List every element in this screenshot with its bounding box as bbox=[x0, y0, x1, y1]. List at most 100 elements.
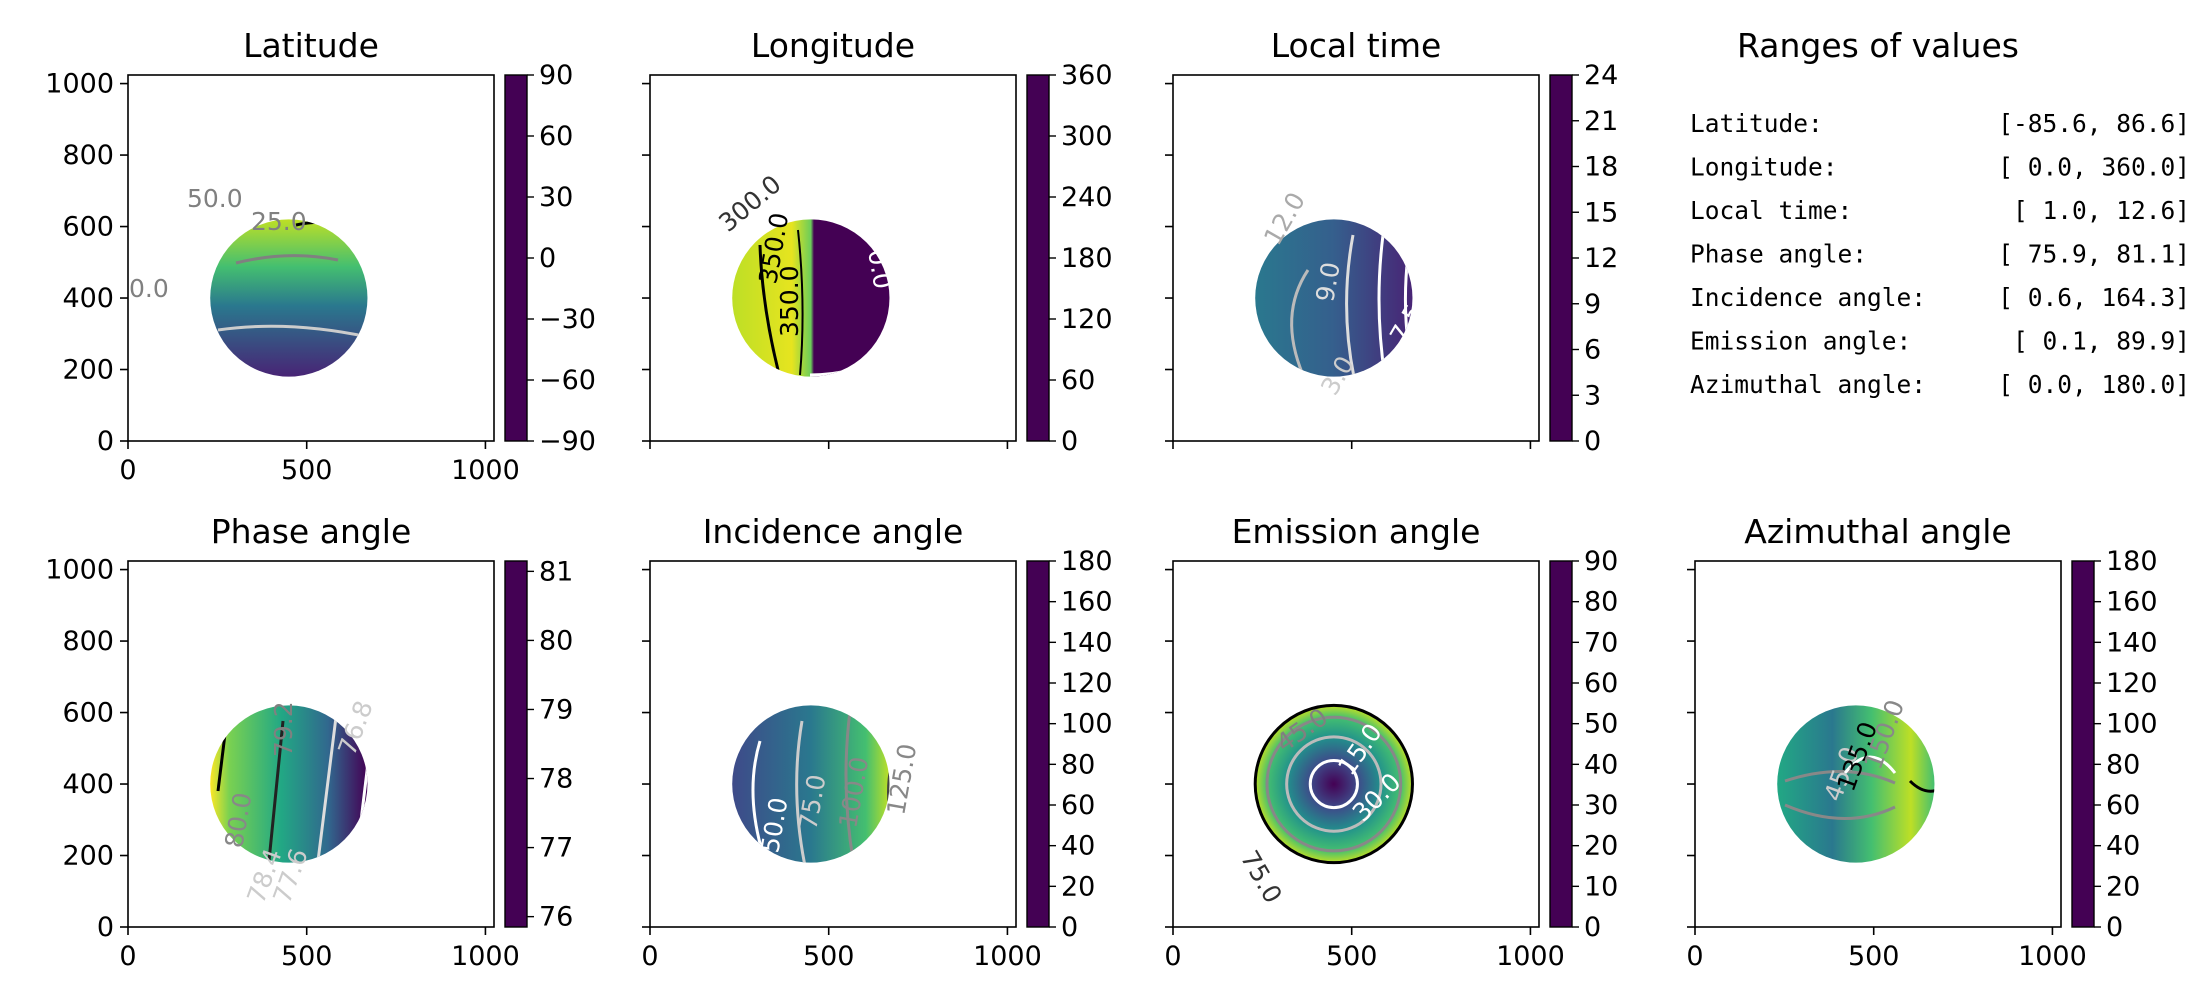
colorbar-tick-label: 120 bbox=[1061, 668, 1113, 699]
colorbar-tick-label: 300 bbox=[1061, 121, 1113, 152]
colorbar bbox=[1549, 560, 1573, 928]
contour-line bbox=[1265, 715, 1403, 853]
colorbar-tick-label: 0 bbox=[1061, 912, 1078, 943]
colorbar-tick-label: 0 bbox=[1584, 426, 1601, 457]
axes-frame bbox=[1694, 560, 2062, 928]
y-tick-label: 400 bbox=[62, 769, 114, 800]
range-label: Incidence angle: bbox=[1690, 283, 1926, 312]
colorbar-tick-label: 24 bbox=[1584, 60, 1618, 91]
contour-line bbox=[898, 255, 905, 365]
x-tick-label: 0 bbox=[641, 941, 658, 972]
colorbar-tick-label: 15 bbox=[1584, 197, 1618, 228]
colorbar-tick-label: 30 bbox=[1584, 790, 1618, 821]
axes-frame bbox=[1172, 74, 1540, 442]
colorbar-tick-label: 60 bbox=[1584, 668, 1618, 699]
colorbar-tick-label: 180 bbox=[1061, 546, 1113, 577]
contour-label: 0.0 bbox=[129, 274, 169, 303]
x-tick-label: 500 bbox=[281, 941, 333, 972]
planet-disc bbox=[732, 705, 890, 863]
colorbar bbox=[1549, 74, 1573, 442]
subplot-title: Latitude bbox=[243, 26, 379, 65]
contour-line bbox=[795, 720, 807, 863]
colorbar-tick-label: 77 bbox=[539, 833, 573, 864]
y-tick-label: 600 bbox=[62, 212, 114, 243]
contour-line bbox=[235, 254, 339, 265]
colorbar-tick-label: 78 bbox=[539, 764, 573, 795]
colorbar-tick-label: 0 bbox=[1584, 912, 1601, 943]
x-tick-label: 500 bbox=[281, 455, 333, 486]
colorbar-tick-label: 60 bbox=[1061, 790, 1095, 821]
y-tick-label: 200 bbox=[62, 841, 114, 872]
contour-label: -25.0 bbox=[151, 319, 216, 348]
contour-line bbox=[758, 244, 780, 371]
x-tick-label: 500 bbox=[1848, 941, 1900, 972]
x-tick-label: 1000 bbox=[451, 941, 520, 972]
colorbar-tick-label: 160 bbox=[1061, 587, 1113, 618]
y-tick-label: 800 bbox=[62, 626, 114, 657]
subplot-title: Emission angle bbox=[1232, 512, 1481, 551]
y-tick-label: 0 bbox=[97, 912, 114, 943]
axes-frame bbox=[1172, 560, 1540, 928]
colorbar-tick-label: 60 bbox=[1061, 365, 1095, 396]
x-tick-label: 500 bbox=[1326, 941, 1378, 972]
y-tick-label: 0 bbox=[97, 426, 114, 457]
colorbar bbox=[2071, 560, 2095, 928]
contour-line bbox=[316, 705, 340, 862]
planet-disc bbox=[1255, 219, 1413, 377]
range-value: [ 1.0, 12.6] bbox=[2013, 196, 2190, 225]
axes-frame bbox=[127, 560, 495, 928]
colorbar-tick-label: 10 bbox=[1584, 871, 1618, 902]
range-value: [ 0.0, 180.0] bbox=[1998, 370, 2190, 399]
x-tick-label: 0 bbox=[119, 455, 136, 486]
y-tick-label: 1000 bbox=[45, 555, 114, 586]
planet-disc bbox=[210, 705, 368, 863]
range-value: [-85.6, 86.6] bbox=[1998, 109, 2190, 138]
colorbar-tick-label: 100 bbox=[2106, 709, 2158, 740]
contour-line bbox=[1290, 269, 1310, 376]
colorbar-tick-label: 20 bbox=[1584, 831, 1618, 862]
planet-disc bbox=[210, 219, 368, 377]
contour-line bbox=[751, 740, 764, 852]
range-value: [ 0.6, 164.3] bbox=[1998, 283, 2190, 312]
colorbar-tick-label: 0 bbox=[1061, 426, 1078, 457]
subplot-4: Ranges of values Latitude: [-85.6, 86.6] Lo… bbox=[1690, 26, 2190, 399]
contour-line bbox=[266, 720, 285, 863]
colorbar-tick-label: 240 bbox=[1061, 182, 1113, 213]
colorbar-tick-label: 20 bbox=[2106, 871, 2140, 902]
y-tick-label: 1000 bbox=[45, 69, 114, 100]
colorbar-tick-label: 0 bbox=[539, 243, 556, 274]
contour-line bbox=[1908, 779, 1935, 793]
subplot-title: Local time bbox=[1271, 26, 1442, 65]
planet-disc bbox=[1255, 705, 1413, 863]
range-label: Emission angle: bbox=[1690, 327, 1911, 356]
subplot-1: Latitude 50.0 25.0 0.0 -25.0-50.0 0 500 1000 0 20… bbox=[45, 26, 596, 486]
colorbar-tick-label: 60 bbox=[2106, 790, 2140, 821]
colorbar-tick-label: 40 bbox=[1061, 831, 1095, 862]
colorbar-tick-label: 79 bbox=[539, 694, 573, 725]
colorbar-tick-label: 20 bbox=[1061, 871, 1095, 902]
axes-frame bbox=[649, 560, 1017, 928]
subplot-title: Incidence angle bbox=[703, 512, 964, 551]
y-tick-label: 800 bbox=[62, 140, 114, 171]
colorbar-tick-label: −90 bbox=[539, 426, 596, 457]
contour-label: 25.0 bbox=[251, 207, 307, 236]
contour-line bbox=[1253, 703, 1414, 865]
subplot-title: Ranges of values bbox=[1737, 26, 2019, 65]
range-label: Phase angle: bbox=[1690, 240, 1867, 269]
y-tick-label: 600 bbox=[62, 698, 114, 729]
subplot-title: Azimuthal angle bbox=[1744, 512, 2011, 551]
subplot-title: Phase angle bbox=[211, 512, 412, 551]
contour-label: 79.2 bbox=[269, 701, 298, 757]
colorbar bbox=[504, 74, 528, 442]
colorbar-tick-label: 81 bbox=[539, 556, 573, 587]
contour-label: 76.8 bbox=[332, 697, 378, 759]
contour-label: 75.0 bbox=[1235, 846, 1288, 909]
x-tick-label: 500 bbox=[803, 941, 855, 972]
colorbar-tick-label: 180 bbox=[2106, 546, 2158, 577]
colorbar-tick-label: 30 bbox=[539, 182, 573, 213]
colorbar-tick-label: 100 bbox=[1061, 709, 1113, 740]
